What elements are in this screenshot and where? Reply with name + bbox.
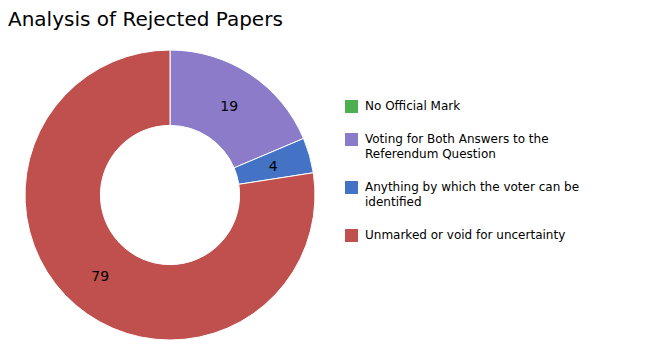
legend-item: Anything by which the voter can beidenti… <box>345 180 579 209</box>
legend-label: No Official Mark <box>365 99 460 113</box>
legend-label: Unmarked or void for uncertainty <box>365 228 565 242</box>
legend-label-line: No Official Mark <box>365 99 460 113</box>
legend-swatch <box>345 133 358 146</box>
legend-item: Voting for Both Answers to theReferendum… <box>345 132 549 161</box>
legend-label-line: Referendum Question <box>365 147 496 161</box>
donut <box>25 50 315 340</box>
legend-label-line: identified <box>365 195 422 209</box>
legend-swatch <box>345 181 358 194</box>
data-label: 79 <box>91 268 109 284</box>
legend-label-line: Anything by which the voter can be <box>365 180 579 194</box>
legend-item: No Official Mark <box>345 99 460 113</box>
title: Analysis of Rejected Papers <box>8 7 283 31</box>
legend: No Official Mark Voting for Both Answers … <box>345 99 579 242</box>
legend-label-line: Voting for Both Answers to the <box>365 132 549 146</box>
legend-item: Unmarked or void for uncertainty <box>345 228 565 242</box>
legend-swatch <box>345 100 358 113</box>
slice <box>25 50 315 340</box>
data-label: 19 <box>220 98 238 114</box>
legend-label-line: Unmarked or void for uncertainty <box>365 228 565 242</box>
chart: Analysis of Rejected Papers 19 4 79 No Offic… <box>0 0 651 351</box>
data-label: 4 <box>269 158 278 174</box>
legend-label: Voting for Both Answers to theReferendum… <box>365 132 549 161</box>
legend-label: Anything by which the voter can beidenti… <box>365 180 579 209</box>
data-labels: 19 4 79 <box>91 98 277 285</box>
legend-swatch <box>345 229 358 242</box>
